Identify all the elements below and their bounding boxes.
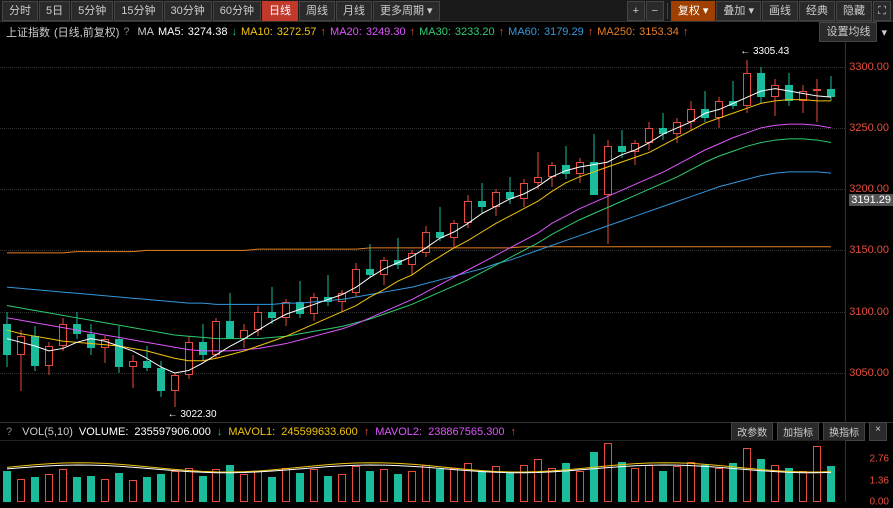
ma60-value: 3179.29 — [544, 26, 584, 38]
period-5分钟[interactable]: 5分钟 — [71, 1, 113, 21]
period-30分钟[interactable]: 30分钟 — [164, 1, 212, 21]
vol-btn-改参数[interactable]: 改参数 — [731, 422, 773, 441]
vol-btn-换指标[interactable]: 换指标 — [823, 422, 865, 441]
index-sub: (日线,前复权) — [54, 24, 119, 40]
ma250-line — [0, 42, 838, 422]
period-日线[interactable]: 日线 — [262, 1, 298, 21]
ma30-dir: ↑ — [499, 26, 505, 38]
mavol2-dir: ↑ — [511, 426, 517, 438]
period-60分钟[interactable]: 60分钟 — [213, 1, 261, 21]
y-highlight: 3191.29 — [849, 194, 893, 206]
vol-y-tick: 1.36 — [870, 475, 889, 486]
vol-y-tick: 2.76 — [870, 454, 889, 465]
period-5日[interactable]: 5日 — [39, 1, 70, 21]
ma20-value: 3249.30 — [366, 26, 406, 38]
period-分时[interactable]: 分时 — [2, 1, 38, 21]
ma10-dir: ↑ — [321, 26, 327, 38]
ma60-dir: ↑ — [588, 26, 594, 38]
help-icon[interactable]: ? — [6, 426, 12, 438]
y-tick: 3150.00 — [849, 244, 889, 256]
index-name: 上证指数 — [6, 24, 50, 40]
volume-label: VOLUME: — [79, 426, 129, 438]
ma250-label: MA250: — [597, 26, 635, 38]
vol-label: VOL(5,10) — [22, 426, 73, 438]
ma-label: MA — [138, 26, 155, 38]
vol-btn-加指标[interactable]: 加指标 — [777, 422, 819, 441]
volume-y-axis: 0.001.362.76 — [845, 440, 893, 502]
mavol1-dir: ↑ — [364, 426, 370, 438]
yincang-button[interactable]: 隐藏 — [836, 1, 872, 21]
mavol1-value: 245599633.600 — [281, 426, 357, 438]
ma30-value: 3233.20 — [455, 26, 495, 38]
volume-chart[interactable] — [0, 440, 845, 502]
chevron-down-icon[interactable]: ▾ — [881, 26, 887, 39]
ma-setting-button[interactable]: 设置均线 — [819, 22, 877, 42]
ma30-line — [0, 42, 838, 422]
ma30-label: MA30: — [419, 26, 451, 38]
ma10-label: MA10: — [241, 26, 273, 38]
ma5-value: 3274.38 — [188, 26, 228, 38]
mavol2-value: 238867565.300 — [428, 426, 504, 438]
ma20-dir: ↑ — [410, 26, 416, 38]
ma20-label: MA20: — [330, 26, 362, 38]
high-annotation: ← 3305.43 — [740, 46, 789, 57]
volume-header: ? VOL(5,10) VOLUME: 235597906.000 ↓ MAVO… — [0, 422, 893, 440]
period-15分钟[interactable]: 15分钟 — [114, 1, 162, 21]
y-tick: 3100.00 — [849, 306, 889, 318]
vol-y-tick: 0.00 — [870, 497, 889, 508]
y-tick: 3300.00 — [849, 61, 889, 73]
fullscreen-icon[interactable]: ⛶ — [873, 1, 891, 21]
ma60-label: MA60: — [508, 26, 540, 38]
jingdian-button[interactable]: 经典 — [799, 1, 835, 21]
ma10-value: 3272.57 — [277, 26, 317, 38]
mavol1-label: MAVOL1: — [228, 426, 275, 438]
help-icon[interactable]: ? — [123, 26, 129, 38]
volume-value: 235597906.000 — [134, 426, 210, 438]
ma20-line — [0, 42, 838, 422]
period-更多周期[interactable]: 更多周期 ▾ — [373, 1, 440, 21]
candlestick-chart[interactable]: ← 3305.43 ← 3022.30 — [0, 42, 845, 422]
y-tick: 3050.00 — [849, 367, 889, 379]
y-tick: 3250.00 — [849, 122, 889, 134]
huaxian-button[interactable]: 画线 — [762, 1, 798, 21]
ma5-line — [0, 42, 838, 422]
mavol2-line — [0, 441, 838, 503]
fuquan-button[interactable]: 复权 ▾ — [671, 1, 716, 21]
plus-button[interactable]: + — [627, 1, 645, 21]
period-月线[interactable]: 月线 — [336, 1, 372, 21]
mavol2-label: MAVOL2: — [375, 426, 422, 438]
price-y-axis: 3050.003100.003150.003200.003250.003300.… — [845, 42, 893, 422]
close-icon[interactable]: × — [869, 422, 887, 441]
period-周线[interactable]: 周线 — [299, 1, 335, 21]
low-annotation: ← 3022.30 — [168, 409, 217, 420]
ma-info-bar: 上证指数 (日线,前复权) ? MA MA5: 3274.38 ↓ MA10: … — [0, 22, 893, 42]
diejia-button[interactable]: 叠加 ▾ — [716, 1, 761, 21]
ma10-line — [0, 42, 838, 422]
period-toolbar: 分时5日5分钟15分钟30分钟60分钟日线周线月线更多周期 ▾ +−复权 ▾叠加 … — [0, 0, 893, 22]
volume-dir: ↓ — [217, 426, 223, 438]
ma5-label: MA5: — [158, 26, 184, 38]
ma60-line — [0, 42, 838, 422]
ma250-dir: ↑ — [683, 26, 689, 38]
minus-button[interactable]: − — [646, 1, 664, 21]
ma5-dir: ↓ — [231, 26, 237, 38]
ma250-value: 3153.34 — [639, 26, 679, 38]
